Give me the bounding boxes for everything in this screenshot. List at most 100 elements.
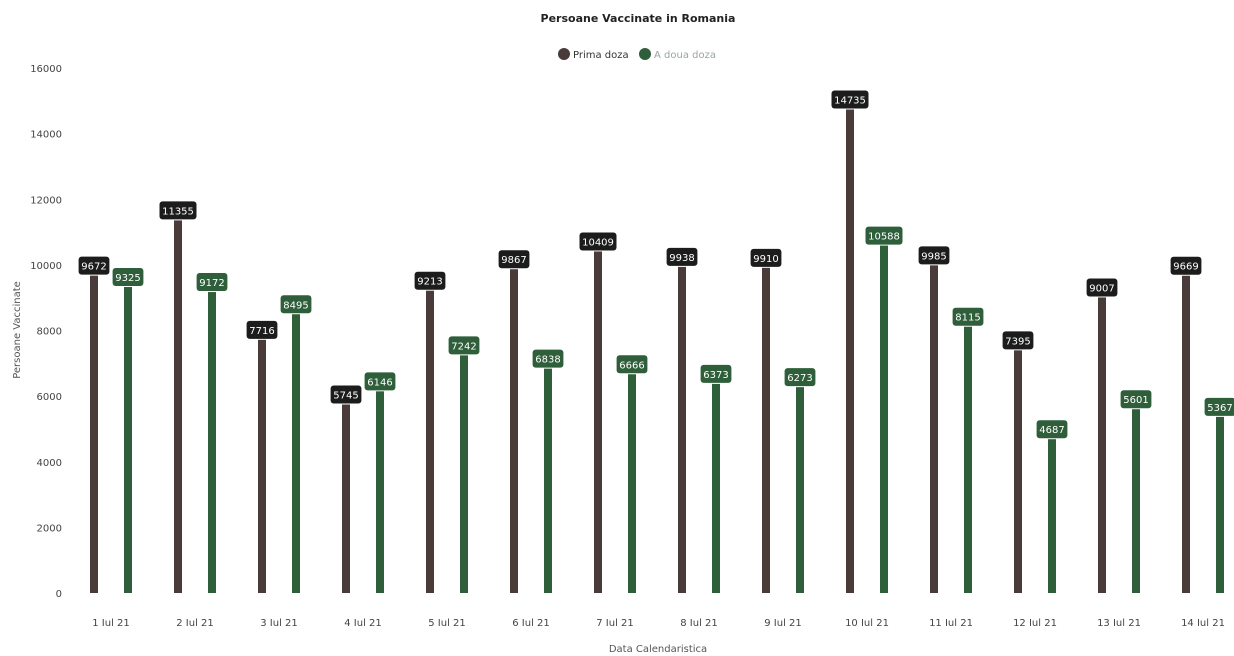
data-label: 6273	[787, 373, 812, 384]
data-label-box	[784, 368, 816, 387]
x-axis-label: Data Calendaristica	[609, 644, 707, 655]
bar	[964, 326, 972, 593]
data-label: 9672	[81, 262, 106, 273]
data-label: 8495	[283, 300, 308, 311]
x-tick-label: 12 Iul 21	[1013, 618, 1057, 629]
y-tick-label: 6000	[37, 392, 62, 403]
x-tick-label: 4 Iul 21	[344, 618, 382, 629]
data-label-box	[666, 247, 698, 266]
bar	[1098, 297, 1106, 593]
data-label-box	[831, 90, 869, 109]
chart-title: Persoane Vaccinate in Romania	[541, 12, 736, 25]
y-tick-label: 2000	[37, 523, 62, 534]
data-label-box	[159, 201, 197, 220]
x-axis-ticks: 1 Iul 21 2 Iul 21 3 Iul 21 4 Iul 21 5 Iul 21…	[92, 618, 1225, 629]
x-tick-label: 11 Iul 21	[929, 618, 973, 629]
data-label-box	[498, 250, 530, 269]
bar	[594, 251, 602, 593]
bar	[1048, 439, 1056, 593]
data-label: 7716	[249, 326, 274, 337]
data-label: 14735	[834, 96, 866, 107]
data-label: 6373	[703, 370, 728, 381]
x-tick-label: 7 Iul 21	[596, 618, 634, 629]
bar	[796, 387, 804, 593]
y-tick-label: 8000	[37, 327, 62, 338]
x-tick-label: 10 Iul 21	[845, 618, 889, 629]
data-label: 7395	[1005, 336, 1030, 347]
data-label-box	[1170, 256, 1202, 275]
data-label-box	[952, 307, 984, 326]
y-tick-label: 0	[56, 589, 62, 600]
legend-label-2: A doua doza	[654, 50, 716, 61]
bars: 9672 9325 11355 9172 7716 8495 5745 6146 9213 724…	[78, 90, 1234, 594]
legend: Prima doza A doua doza	[558, 48, 716, 61]
data-label: 9669	[1173, 262, 1198, 273]
legend-marker-1	[558, 48, 570, 60]
data-label: 6146	[367, 377, 392, 388]
data-label-box	[1204, 397, 1234, 416]
data-label: 9910	[753, 254, 778, 265]
x-tick-label: 14 Iul 21	[1181, 618, 1225, 629]
data-label-box	[616, 355, 648, 374]
x-tick-label: 13 Iul 21	[1097, 618, 1141, 629]
data-label-box	[448, 336, 480, 355]
data-label: 9007	[1089, 283, 1114, 294]
x-tick-label: 6 Iul 21	[512, 618, 550, 629]
bar	[258, 339, 266, 593]
bar	[174, 220, 182, 593]
data-label-box	[78, 256, 110, 275]
data-label: 10588	[868, 232, 900, 243]
bar	[376, 391, 384, 593]
bar	[712, 383, 720, 593]
bar	[1132, 409, 1140, 593]
data-label-box	[918, 246, 950, 265]
bar	[124, 287, 132, 593]
bar	[544, 368, 552, 593]
bar	[1216, 416, 1224, 593]
data-label: 8115	[955, 313, 980, 324]
bar	[628, 374, 636, 593]
data-label-box	[196, 273, 228, 292]
data-label: 7242	[451, 341, 476, 352]
data-label-box	[750, 248, 782, 267]
data-label-box	[865, 226, 903, 245]
data-label-box	[532, 349, 564, 368]
bar	[292, 314, 300, 593]
bar	[880, 245, 888, 594]
bar	[1182, 275, 1190, 593]
x-tick-label: 8 Iul 21	[680, 618, 718, 629]
y-tick-label: 4000	[37, 458, 62, 469]
data-label: 5601	[1123, 395, 1148, 406]
data-label-box	[414, 271, 446, 290]
data-label: 9985	[921, 251, 946, 262]
data-label-box	[330, 385, 362, 404]
data-label-box	[280, 295, 312, 314]
bar	[678, 266, 686, 593]
data-label: 9213	[417, 277, 442, 288]
data-label-box	[364, 372, 396, 391]
x-tick-label: 3 Iul 21	[260, 618, 298, 629]
bar	[930, 265, 938, 593]
y-axis-label: Persoane Vaccinate	[12, 281, 23, 379]
y-axis-ticks: 0 2000 4000 6000 8000 10000 12000 14000 16000	[30, 64, 62, 600]
x-tick-label: 1 Iul 21	[92, 618, 130, 629]
y-tick-label: 16000	[30, 64, 62, 75]
data-label-box	[1002, 331, 1034, 350]
data-label-box	[579, 232, 617, 251]
data-label: 11355	[162, 206, 194, 217]
data-label: 4687	[1039, 425, 1064, 436]
data-label: 9938	[669, 253, 694, 264]
data-label-box	[112, 268, 144, 287]
legend-marker-2	[639, 48, 651, 60]
data-label: 9325	[115, 273, 140, 284]
bar	[342, 404, 350, 593]
x-tick-label: 5 Iul 21	[428, 618, 466, 629]
y-tick-label: 10000	[30, 261, 62, 272]
data-label: 5367	[1207, 403, 1232, 414]
bar	[510, 269, 518, 593]
data-label-box	[1036, 420, 1068, 439]
y-tick-label: 14000	[30, 130, 62, 141]
data-label: 6666	[619, 360, 644, 371]
data-label-box	[246, 320, 278, 339]
